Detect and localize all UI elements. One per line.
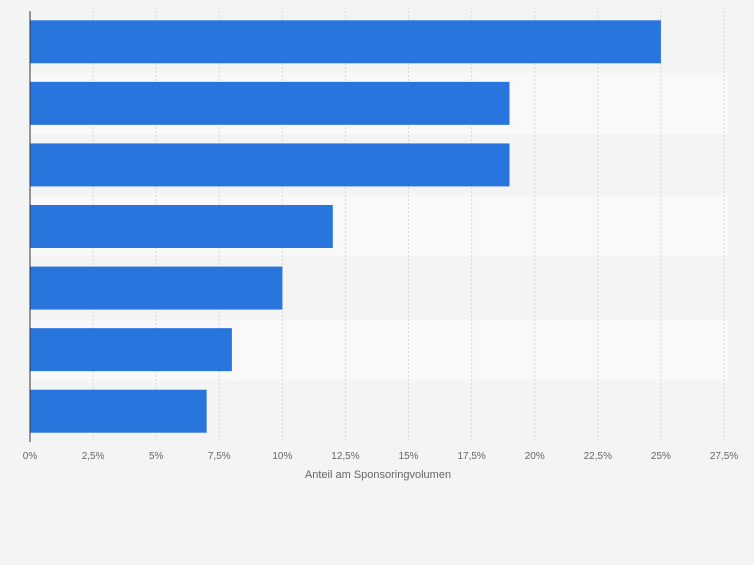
x-tick-label: 10% [272,451,292,462]
bar[interactable] [30,81,510,125]
x-tick-label: 22,5% [584,451,612,462]
x-tick-label: 2,5% [82,451,105,462]
x-tick-label: 5% [149,451,164,462]
bar[interactable] [30,389,207,433]
bar[interactable] [30,266,283,310]
x-tick-label: 15% [399,451,419,462]
bars [30,20,661,433]
bar[interactable] [30,20,661,64]
x-tick-label: 20% [525,451,545,462]
x-tick-label: 17,5% [457,451,485,462]
bar[interactable] [30,205,333,248]
x-tick-label: 0% [23,451,38,462]
x-tick-label: 25% [651,451,671,462]
x-tick-label: 12,5% [331,451,359,462]
x-tick-labels: 0% 2,5% 5% 7,5% 10% 12,5% 15% 17,5% 20% 22,5% 25% 2… [23,451,739,462]
x-tick-label: 7,5% [208,451,231,462]
bar[interactable] [30,328,232,372]
bar[interactable] [30,143,510,187]
x-axis-label: Anteil am Sponsoringvolumen [305,469,451,481]
x-tick-label: 27,5% [710,451,738,462]
